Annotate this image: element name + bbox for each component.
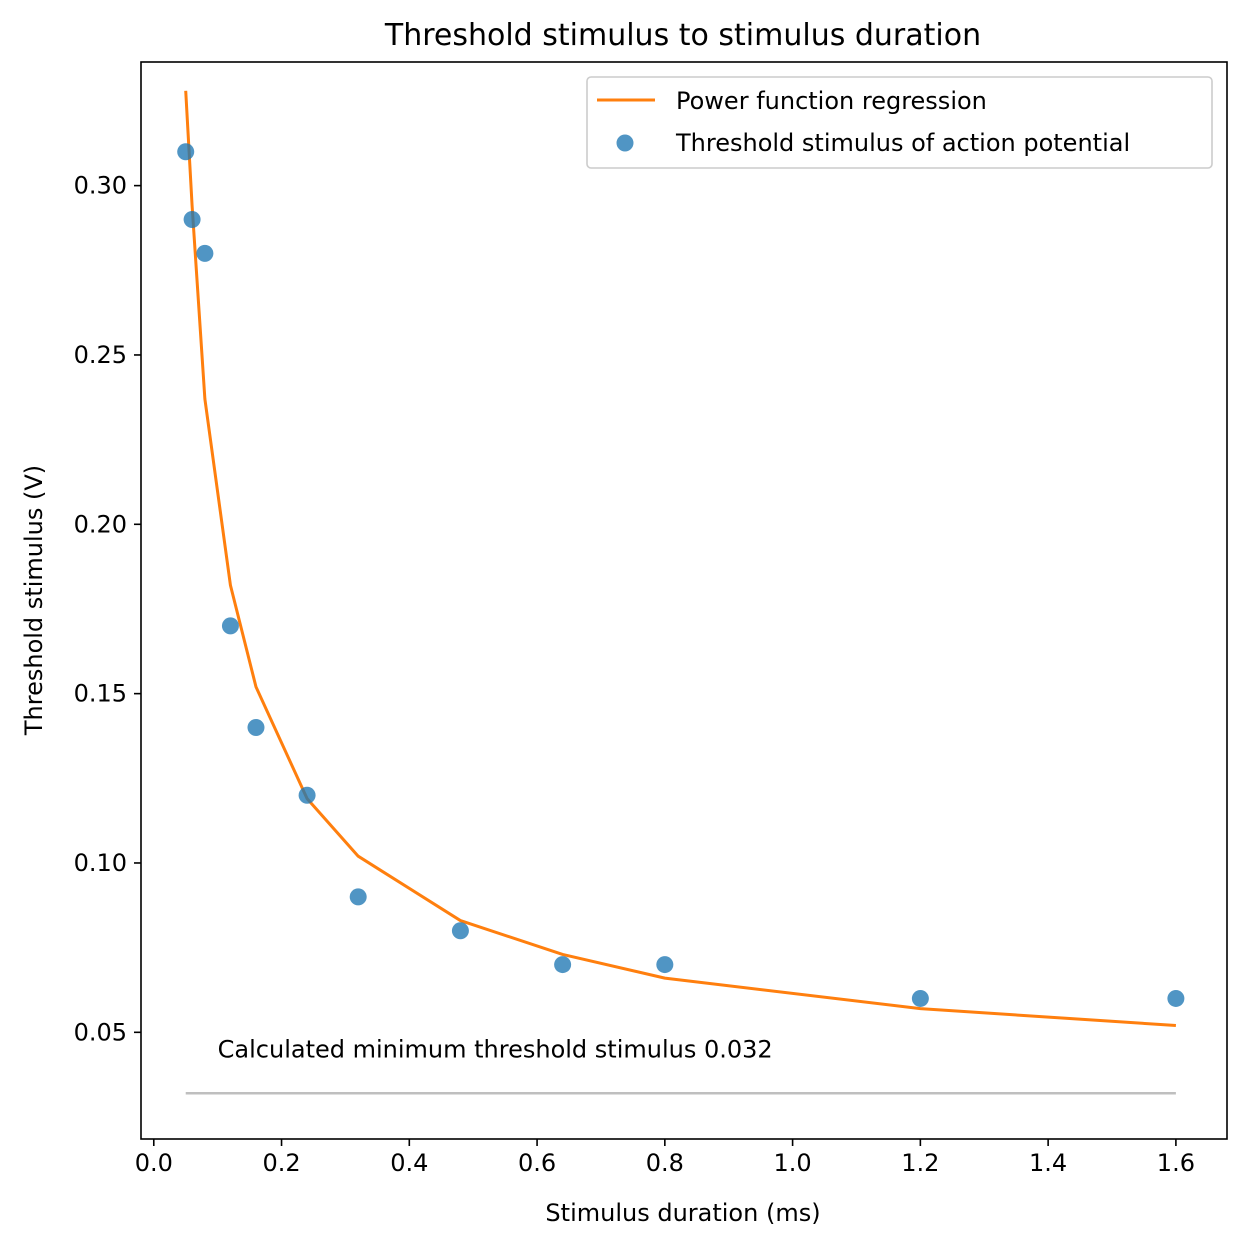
x-tick-label: 1.4 bbox=[1029, 1149, 1067, 1177]
legend-marker-swatch bbox=[616, 134, 634, 152]
data-point bbox=[183, 210, 201, 228]
regression-line bbox=[184, 90, 1176, 1028]
x-axis-label: Stimulus duration (ms) bbox=[545, 1199, 820, 1227]
data-point bbox=[554, 956, 572, 974]
x-tick-label: 1.2 bbox=[901, 1149, 939, 1177]
x-tick-label: 1.6 bbox=[1157, 1149, 1195, 1177]
y-axis-ticks: 0.05 0.10 0.15 0.20 0.25 0.30 bbox=[74, 172, 141, 1046]
x-tick-label: 1.0 bbox=[774, 1149, 812, 1177]
data-point bbox=[656, 956, 674, 974]
x-tick-label: 0.0 bbox=[135, 1149, 173, 1177]
data-point bbox=[349, 888, 367, 906]
minimum-threshold-annotation: Calculated minimum threshold stimulus 0.… bbox=[218, 1036, 773, 1064]
y-tick-label: 0.10 bbox=[74, 849, 127, 877]
data-point bbox=[247, 719, 265, 737]
y-axis-label: Threshold stimulus (V) bbox=[20, 465, 48, 736]
data-point bbox=[911, 989, 929, 1007]
x-tick-label: 0.4 bbox=[390, 1149, 428, 1177]
x-axis-ticks: 0.0 0.2 0.4 0.6 0.8 1.0 1.2 1.4 1.6 bbox=[135, 1139, 1195, 1177]
data-point bbox=[1167, 989, 1185, 1007]
data-point bbox=[177, 143, 195, 161]
y-tick-label: 0.05 bbox=[74, 1018, 127, 1046]
legend-label-threshold: Threshold stimulus of action potential bbox=[675, 129, 1130, 157]
data-point bbox=[196, 244, 214, 262]
chart-title: Threshold stimulus to stimulus duration bbox=[384, 18, 981, 53]
data-point bbox=[451, 922, 469, 940]
y-tick-label: 0.30 bbox=[74, 172, 127, 200]
x-tick-label: 0.6 bbox=[518, 1149, 556, 1177]
data-point bbox=[298, 786, 316, 804]
data-point bbox=[221, 617, 239, 635]
plot-area bbox=[140, 61, 1228, 1140]
legend-frame bbox=[586, 76, 1213, 169]
x-tick-label: 0.8 bbox=[646, 1149, 684, 1177]
y-tick-label: 0.15 bbox=[74, 680, 127, 708]
legend: Power function regression Threshold stim… bbox=[586, 76, 1213, 169]
x-tick-label: 0.2 bbox=[262, 1149, 300, 1177]
y-tick-label: 0.25 bbox=[74, 341, 127, 369]
series-layer bbox=[177, 90, 1185, 1028]
legend-label-regression: Power function regression bbox=[676, 87, 987, 115]
y-tick-label: 0.20 bbox=[74, 510, 127, 538]
